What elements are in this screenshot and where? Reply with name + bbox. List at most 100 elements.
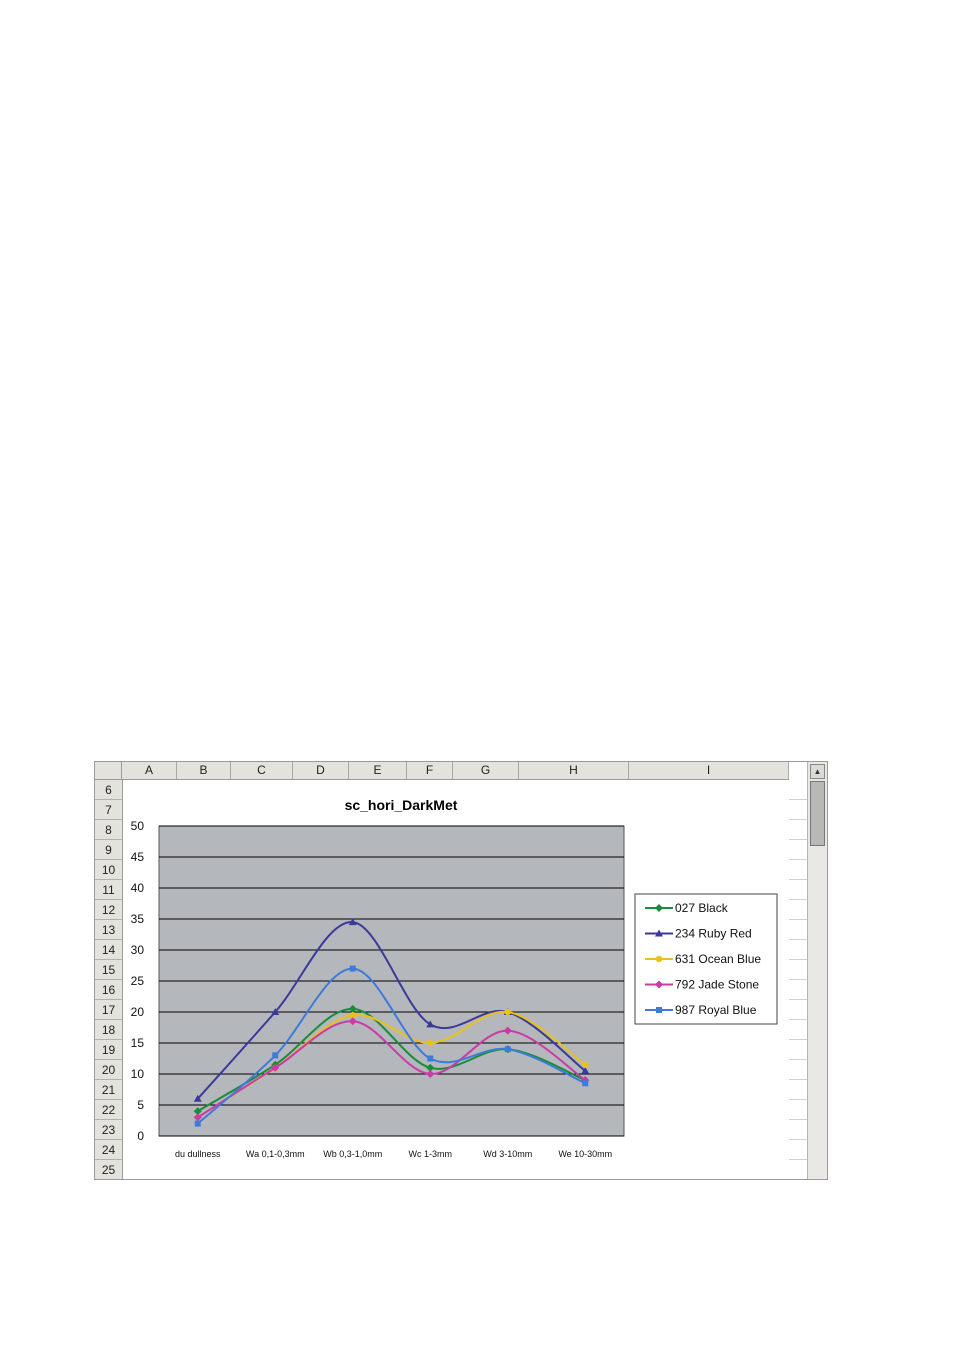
data-point bbox=[582, 1080, 589, 1087]
row-header-19[interactable]: 19 bbox=[95, 1040, 122, 1060]
row-header-20[interactable]: 20 bbox=[95, 1060, 122, 1080]
cell-row-line bbox=[789, 979, 807, 980]
legend-label: 027 Black bbox=[675, 901, 729, 915]
row-header-13[interactable]: 13 bbox=[95, 920, 122, 940]
scroll-up-arrow-icon[interactable]: ▲ bbox=[810, 764, 825, 779]
vertical-scrollbar[interactable]: ▲ bbox=[807, 762, 827, 1179]
scrollbar-thumb[interactable] bbox=[810, 781, 825, 846]
y-tick-label: 50 bbox=[131, 819, 145, 833]
data-point bbox=[271, 1063, 280, 1072]
row-header-8[interactable]: 8 bbox=[95, 820, 122, 840]
data-point bbox=[426, 1070, 435, 1078]
row-header-11[interactable]: 11 bbox=[95, 880, 122, 900]
data-point bbox=[194, 1120, 201, 1127]
legend-marker bbox=[655, 980, 663, 989]
y-tick-label: 45 bbox=[131, 850, 145, 864]
row-header-10[interactable]: 10 bbox=[95, 860, 122, 880]
cell-row-line bbox=[789, 1059, 807, 1060]
row-header-23[interactable]: 23 bbox=[95, 1120, 122, 1140]
legend-label: 987 Royal Blue bbox=[675, 1003, 757, 1017]
series-line-3[interactable] bbox=[197, 1020, 586, 1119]
cell-row-line bbox=[789, 959, 807, 960]
row-header-16[interactable]: 16 bbox=[95, 980, 122, 1000]
row-header-17[interactable]: 17 bbox=[95, 1000, 122, 1020]
column-header-a[interactable]: A bbox=[122, 762, 177, 779]
cell-row-line bbox=[789, 1099, 807, 1100]
x-tick-label: We 10-30mm bbox=[558, 1149, 612, 1159]
legend-marker bbox=[655, 904, 663, 912]
cell-row-line bbox=[789, 899, 807, 900]
row-header-7[interactable]: 7 bbox=[95, 800, 122, 820]
row-header-bar: 6 7 8 9 10 11 12 13 14 15 16 17 18 19 20 21 22 23 24 25 bbox=[95, 780, 123, 1179]
row-header-18[interactable]: 18 bbox=[95, 1020, 122, 1040]
cell-row-line bbox=[789, 1119, 807, 1120]
y-tick-label: 40 bbox=[131, 881, 145, 895]
x-tick-label: Wc 1-3mm bbox=[409, 1149, 453, 1159]
x-tick-label: Wd 3-10mm bbox=[483, 1149, 532, 1159]
cell-row-line bbox=[789, 939, 807, 940]
data-point bbox=[349, 1011, 356, 1019]
data-point bbox=[193, 1107, 202, 1116]
x-tick-label: Wb 0,3-1,0mm bbox=[323, 1149, 382, 1159]
data-point bbox=[504, 1046, 511, 1053]
data-point bbox=[348, 1004, 357, 1013]
row-header-6[interactable]: 6 bbox=[95, 780, 122, 800]
y-tick-label: 5 bbox=[137, 1098, 144, 1112]
y-tick-label: 35 bbox=[131, 912, 145, 926]
data-point bbox=[349, 965, 356, 972]
x-tick-label: du dullness bbox=[175, 1149, 221, 1159]
data-point bbox=[582, 1061, 589, 1068]
cell-row-line bbox=[789, 1159, 807, 1160]
cell-row-line bbox=[789, 1039, 807, 1040]
legend-marker bbox=[656, 1007, 662, 1013]
data-point bbox=[348, 918, 357, 926]
legend-label: 234 Ruby Red bbox=[675, 927, 752, 941]
data-point bbox=[503, 1026, 512, 1035]
column-header-c[interactable]: C bbox=[231, 762, 293, 779]
cell-row-line bbox=[789, 1179, 807, 1180]
y-tick-label: 30 bbox=[131, 943, 145, 957]
data-point bbox=[272, 1052, 279, 1059]
chart-title: sc_hori_DarkMet bbox=[345, 797, 458, 813]
cell-row-line bbox=[789, 1019, 807, 1020]
x-tick-label: Wa 0,1-0,3mm bbox=[246, 1149, 305, 1159]
cell-row-line bbox=[789, 799, 807, 800]
column-header-d[interactable]: D bbox=[293, 762, 349, 779]
row-header-12[interactable]: 12 bbox=[95, 900, 122, 920]
y-tick-label: 20 bbox=[131, 1005, 145, 1019]
cell-row-line bbox=[789, 999, 807, 1000]
select-all-corner[interactable] bbox=[95, 762, 122, 779]
y-tick-label: 15 bbox=[131, 1036, 145, 1050]
legend-marker bbox=[655, 955, 663, 963]
cell-row-line bbox=[789, 819, 807, 820]
row-header-9[interactable]: 9 bbox=[95, 840, 122, 860]
legend-marker bbox=[655, 929, 663, 937]
cell-grid-right[interactable] bbox=[789, 780, 807, 1180]
data-point bbox=[193, 1094, 202, 1102]
cell-row-line bbox=[789, 839, 807, 840]
data-point bbox=[427, 1055, 434, 1062]
data-point bbox=[193, 1113, 202, 1122]
column-header-f[interactable]: F bbox=[407, 762, 453, 779]
row-header-15[interactable]: 15 bbox=[95, 960, 122, 980]
cell-row-line bbox=[789, 1139, 807, 1140]
cell-row-line bbox=[789, 859, 807, 860]
data-point bbox=[427, 1039, 434, 1047]
data-point bbox=[504, 1008, 511, 1016]
cell-row-line bbox=[789, 1079, 807, 1080]
chart-area[interactable]: sc_hori_DarkMet 0 5 10 15 20 25 30 35 40 45 50 du du… bbox=[95, 762, 789, 1179]
row-header-22[interactable]: 22 bbox=[95, 1100, 122, 1120]
column-header-b[interactable]: B bbox=[177, 762, 231, 779]
column-header-g[interactable]: G bbox=[453, 762, 519, 779]
row-header-25[interactable]: 25 bbox=[95, 1160, 122, 1179]
column-header-i[interactable]: I bbox=[629, 762, 789, 779]
column-header-h[interactable]: H bbox=[519, 762, 629, 779]
row-header-24[interactable]: 24 bbox=[95, 1140, 122, 1160]
row-header-14[interactable]: 14 bbox=[95, 940, 122, 960]
legend-label: 792 Jade Stone bbox=[675, 978, 759, 992]
row-header-21[interactable]: 21 bbox=[95, 1080, 122, 1100]
data-point bbox=[581, 1066, 590, 1074]
column-header-e[interactable]: E bbox=[349, 762, 407, 779]
